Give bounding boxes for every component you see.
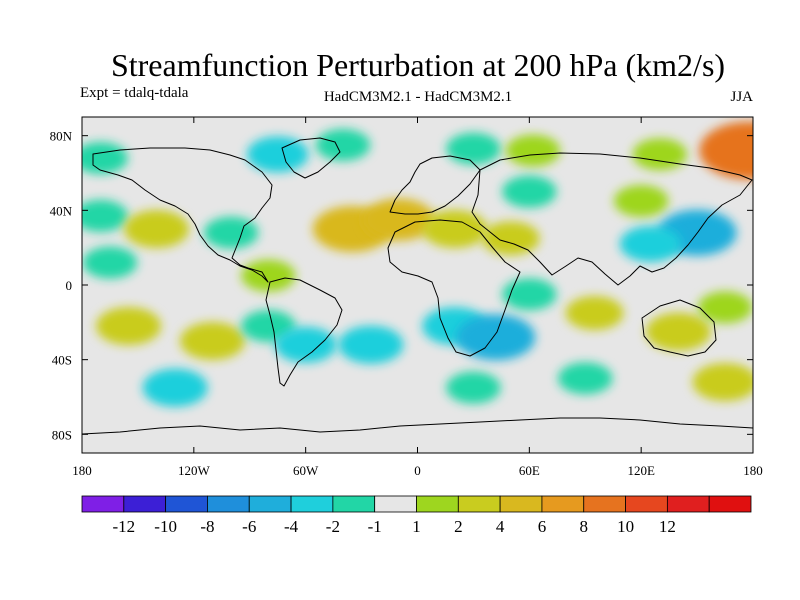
colorbar-swatch-5 [290,495,334,513]
anomaly-blob-19 [241,259,296,292]
colorbar-swatch-7 [374,495,417,513]
x-tick-label-4: 60E [519,463,540,478]
anomaly-blob-20 [96,307,162,346]
coast-south-america [265,277,343,387]
coast-europe [389,155,481,215]
coast-north-america [92,147,273,283]
colorbar-label-8: 2 [454,517,463,536]
colorbar-label-1: -10 [154,517,177,536]
y-tick-label-2: 0 [66,278,73,293]
y-tick-label-3: 40S [52,353,72,368]
colorbar-label-13: 12 [659,517,676,536]
x-tick-label-1: 120W [178,463,211,478]
colorbar-swatch-9 [457,495,501,513]
x-tick-label-3: 0 [414,463,421,478]
anomaly-blob-14 [422,210,488,248]
y-tick-label-4: 80S [52,427,72,442]
chart-title: Streamfunction Perturbation at 200 hPa (… [111,47,725,83]
anomaly-blob-28 [142,368,208,407]
anomaly-blob-6 [699,121,753,180]
anomaly-blob-18 [619,225,682,262]
anomaly-blob-33 [692,363,753,402]
anomaly-blob-30 [558,362,613,395]
colorbar-swatch-1 [123,495,167,513]
coast-asia [471,152,753,286]
anomaly-blob-8 [82,199,128,232]
anomaly-blob-21 [179,322,245,360]
anomaly-blob-26 [456,314,536,361]
colorbar-label-10: 6 [538,517,547,536]
anomaly-blob-32 [645,312,711,351]
x-tick-label-6: 180 [743,463,763,478]
colorbar-swatch-15 [708,495,752,513]
colorbar-swatch-12 [583,495,626,513]
anomaly-blob-16 [613,185,669,217]
x-tick-label-2: 60W [293,463,319,478]
anomaly-blob-4 [505,134,561,167]
colorbar-swatch-11 [541,495,585,513]
map-axes: 180 120W 60W 0 60E 120E 180 80N 40N 0 40S 80S [50,117,763,478]
y-tick-label-1: 40N [50,203,73,218]
colorbar-label-4: -4 [284,517,299,536]
chart-subtitle-center: HadCM3M2.1 - HadCM3M2.1 [324,89,512,105]
anomaly-blob-31 [565,296,624,330]
colorbar-label-5: -2 [326,517,340,536]
colorbar-swatch-3 [207,495,250,513]
coast-africa [387,219,521,357]
colorbar-label-2: -8 [200,517,214,536]
anomaly-blob-23 [274,326,337,363]
anomaly-blob-7 [502,175,557,208]
anomaly-blob-11 [203,216,259,249]
colorbar-swatch-4 [248,495,292,513]
colorbar-swatch-13 [625,495,668,513]
map-panel: 180 120W 60W 0 60E 120E 180 80N 40N 0 40S 80S [50,116,763,478]
colorbar-swatch-6 [332,495,376,513]
anomaly-blob-13 [362,198,435,241]
anomaly-blob-29 [446,371,501,404]
anomaly-blob-15 [481,221,540,256]
chart-subtitle-left: Expt = tdalq-tdala [80,85,189,101]
colorbar-label-6: -1 [368,517,382,536]
anomaly-blob-24 [338,325,404,364]
anomaly-blob-1 [246,136,309,173]
colorbar-label-0: -12 [112,517,135,536]
colorbar-swatch-10 [499,495,543,513]
anomaly-blob-10 [82,246,138,279]
colorbar-swatch-8 [416,495,459,513]
colorbar-label-11: 8 [580,517,589,536]
anomaly-blob-9 [124,210,190,248]
coast-greenland [281,137,341,179]
y-tick-label-0: 80N [50,129,73,144]
anomaly-blob-5 [632,138,688,171]
colorbar-label-3: -6 [242,517,256,536]
colorbar-swatch-2 [165,495,208,513]
anomaly-contours [82,121,753,407]
x-tick-label-5: 120E [627,463,655,478]
colorbar-swatch-0 [81,495,125,513]
anomaly-blob-2 [315,129,371,161]
colorbar-swatch-14 [666,495,710,513]
anomaly-blob-3 [446,132,501,165]
chart-subtitle-right: JJA [730,89,753,105]
coastlines [82,137,753,435]
colorbar-label-9: 4 [496,517,505,536]
x-tick-label-0: 180 [72,463,92,478]
colorbar-label-12: 10 [617,517,634,536]
anomaly-blob-34 [697,291,753,324]
coast-antarctica [82,417,753,435]
colorbar: -12 -10 -8 -6 -4 -2 -1 1 2 4 6 8 10 12 [81,495,752,536]
coast-australia [641,299,717,357]
colorbar-label-7: 1 [412,517,421,536]
anomaly-blob-27 [502,278,557,311]
